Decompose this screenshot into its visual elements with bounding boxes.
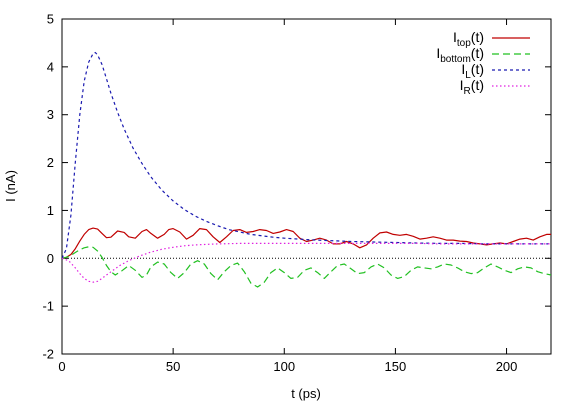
x-tick-label: 100 bbox=[273, 359, 295, 374]
x-tick-label: 50 bbox=[166, 359, 180, 374]
series-line-bottom bbox=[62, 247, 551, 287]
legend-label-r: IR(t) bbox=[460, 77, 484, 97]
tick-labels: 0 50 100 150 200 -2 -1 0 1 2 3 4 5 bbox=[42, 12, 517, 375]
y-tick-label: 1 bbox=[47, 203, 54, 218]
x-tick-label: 150 bbox=[385, 359, 407, 374]
y-tick-label: -2 bbox=[42, 347, 54, 362]
y-tick-label: -1 bbox=[42, 299, 54, 314]
x-axis-label: t (ps) bbox=[291, 386, 321, 401]
y-tick-label: 0 bbox=[47, 251, 54, 266]
series-line-top bbox=[62, 228, 551, 258]
y-tick-label: 5 bbox=[47, 12, 54, 27]
series-line-r bbox=[62, 243, 551, 282]
y-tick-label: 2 bbox=[47, 155, 54, 170]
y-tick-label: 3 bbox=[47, 107, 54, 122]
legend: Itop(t)Ibottom(t)IL(t)IR(t) bbox=[436, 29, 530, 97]
y-axis-label: I (nA) bbox=[3, 170, 18, 202]
y-tick-label: 4 bbox=[47, 59, 54, 74]
x-tick-label: 200 bbox=[496, 359, 518, 374]
x-tick-label: 0 bbox=[58, 359, 65, 374]
